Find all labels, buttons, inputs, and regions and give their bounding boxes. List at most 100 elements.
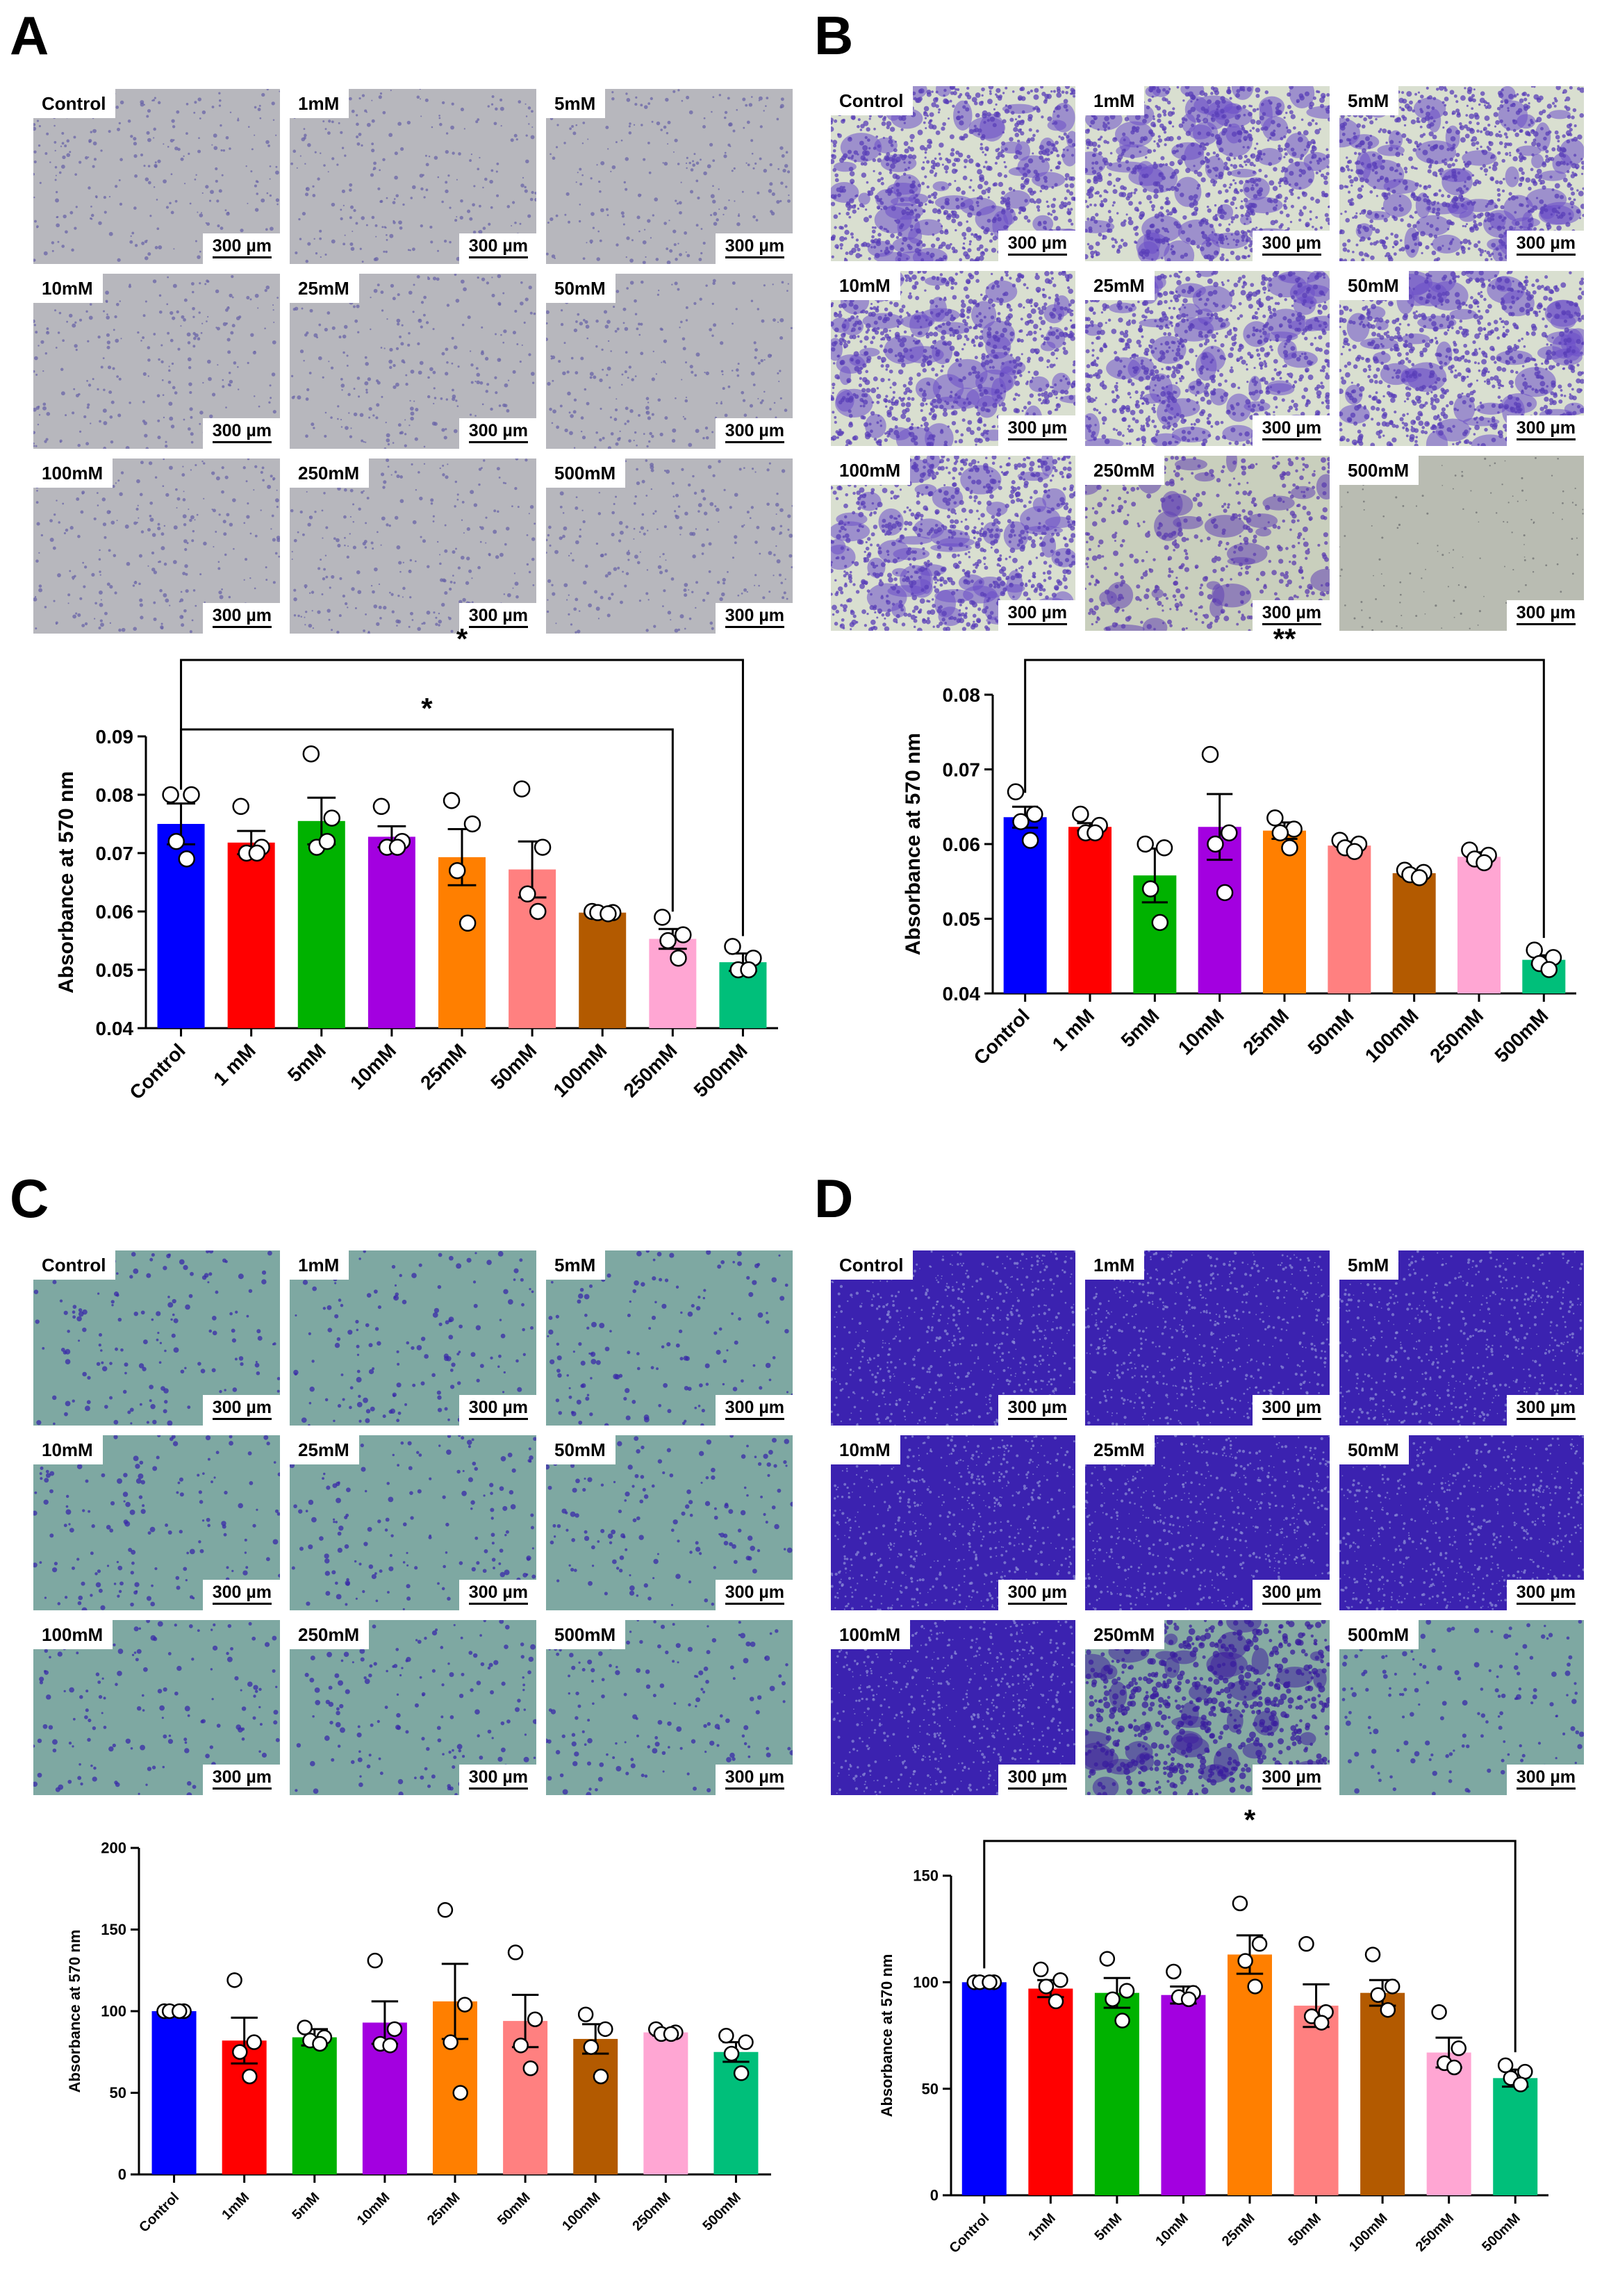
data-point — [443, 792, 461, 809]
micrograph-label: 50mM — [1339, 1435, 1409, 1464]
scale-bar-text: 300 µm — [1516, 1399, 1576, 1420]
bar-chart-a: 0.04 0.05 0.06 0.07 0.08 0.09 Absorbance at 57… — [55, 622, 778, 1104]
data-point — [513, 2038, 529, 2054]
x-category-label: Control — [970, 1005, 1034, 1068]
data-point — [1251, 1935, 1268, 1952]
scale-bar: 300 µm — [998, 600, 1075, 631]
scale-bar-text: 300 µm — [725, 238, 784, 258]
x-category-label: 25mM — [1219, 2211, 1258, 2249]
scale-bar-text: 300 µm — [1007, 1769, 1067, 1790]
data-point — [724, 938, 741, 955]
scale-bar-text: 300 µm — [468, 238, 528, 258]
x-category-label: 500mM — [1479, 2211, 1523, 2255]
data-point — [507, 1944, 524, 1960]
scale-bar: 300 µm — [1506, 600, 1584, 631]
scale-bar-text: 300 µm — [725, 1584, 784, 1605]
data-point — [1298, 1935, 1314, 1952]
micrograph-tile: 500mM 300 µm — [1339, 456, 1584, 631]
micrograph-tile: 5mM 300 µm — [1339, 1250, 1584, 1426]
scale-bar: 300 µm — [1252, 1765, 1330, 1795]
scale-bar: 300 µm — [1252, 1580, 1330, 1610]
micrograph-label: 10mM — [831, 271, 900, 300]
data-point — [1137, 835, 1154, 853]
y-tick-label: 150 — [101, 1921, 126, 1938]
data-point — [577, 2006, 594, 2022]
x-category-label: 500mM — [1491, 1005, 1553, 1066]
x-category-label: 5mM — [290, 2190, 323, 2223]
data-point — [1151, 914, 1169, 932]
data-point — [1380, 2001, 1396, 2018]
scale-bar-text: 300 µm — [1262, 1584, 1321, 1605]
micrograph-tile: 5mM 300 µm — [546, 89, 793, 264]
scale-bar-text: 300 µm — [725, 1399, 784, 1420]
micrograph-tile: 100mM 300 µm — [33, 459, 280, 634]
micrograph-tile: 250mM 300 µm — [1085, 1620, 1330, 1795]
data-point — [1431, 2004, 1447, 2020]
scale-bar: 300 µm — [1252, 231, 1330, 261]
micrograph-tile: 100mM 300 µm — [33, 1620, 280, 1795]
data-point — [1052, 1972, 1068, 1988]
micrograph-tile: 25mM 300 µm — [1085, 1435, 1330, 1610]
scale-bar-text: 300 µm — [1516, 235, 1576, 256]
scale-bar-text: 300 µm — [1007, 1399, 1067, 1420]
x-category-label: 50mM — [495, 2190, 534, 2229]
x-category-label: 1 mM — [209, 1039, 260, 1090]
significance-bracket — [983, 1840, 1517, 2053]
micrograph-label: 500mM — [1339, 456, 1419, 485]
panel-letter-a: A — [10, 5, 49, 66]
scale-bar-text: 300 µm — [468, 607, 528, 628]
micrograph-label: Control — [33, 89, 116, 118]
data-point — [1370, 1987, 1386, 2003]
y-tick-label: 0.04 — [943, 983, 981, 1005]
significance-bracket — [1024, 659, 1545, 939]
micrograph-label: 5mM — [546, 1250, 606, 1280]
y-axis-label: Absorbance at 570 nm — [55, 771, 78, 993]
data-point — [740, 961, 757, 979]
micrograph-tile: 250mM 300 µm — [1085, 456, 1330, 631]
micrograph-texture — [1085, 456, 1330, 631]
scale-bar-text: 300 µm — [1262, 1399, 1321, 1420]
data-point — [982, 1974, 998, 1990]
micrograph-label: 250mM — [290, 1620, 370, 1649]
panel-letter-c: C — [10, 1168, 49, 1229]
bar — [1426, 2052, 1471, 2195]
micrograph-tile: Control 300 µm — [831, 1250, 1075, 1426]
data-point — [1201, 745, 1219, 763]
data-point — [1021, 832, 1039, 849]
micrograph-label: 5mM — [546, 89, 606, 118]
bar — [1263, 830, 1306, 993]
bar — [1068, 827, 1112, 993]
micrograph-tile: 5mM 300 µm — [1339, 86, 1584, 261]
bar — [1328, 845, 1371, 993]
bar — [1161, 1994, 1206, 2195]
micrograph-tile: Control 300 µm — [33, 1250, 280, 1426]
micrograph-tile: 500mM 300 µm — [546, 459, 793, 634]
micrograph-label: 250mM — [1085, 456, 1165, 485]
micrograph-label: 100mM — [33, 459, 113, 488]
scale-bar: 300 µm — [998, 1580, 1075, 1610]
micrograph-label: 25mM — [1085, 1435, 1155, 1464]
data-point — [1512, 2076, 1529, 2092]
scale-bar-text: 300 µm — [212, 1399, 272, 1420]
bar — [297, 820, 345, 1028]
scale-bar-text: 300 µm — [1007, 604, 1067, 625]
y-tick-label: 0.06 — [96, 901, 134, 923]
data-point — [1026, 805, 1043, 823]
data-point — [1207, 835, 1224, 853]
scale-bar-text: 300 µm — [212, 422, 272, 443]
data-point — [297, 2020, 313, 2035]
scale-bar: 300 µm — [458, 233, 536, 264]
scale-bar-text: 300 µm — [1516, 420, 1576, 440]
y-tick-label: 0 — [118, 2166, 126, 2183]
bar-chart-d: 0 50 100 150 Absorbance at 570 nm Control 1mM 5… — [878, 1803, 1548, 2256]
scale-bar: 300 µm — [998, 1395, 1075, 1426]
scale-bar: 300 µm — [1252, 415, 1330, 446]
significance-label: * — [421, 692, 433, 725]
scale-bar-text: 300 µm — [1516, 1769, 1576, 1790]
scale-bar-text: 300 µm — [1262, 420, 1321, 440]
data-point — [1313, 2015, 1330, 2031]
micrograph-tile: 50mM 300 µm — [1339, 1435, 1584, 1610]
micrograph-tile: 50mM 300 µm — [1339, 271, 1584, 446]
significance-bracket — [180, 659, 744, 936]
micrograph-tile: 1mM 300 µm — [290, 89, 536, 264]
